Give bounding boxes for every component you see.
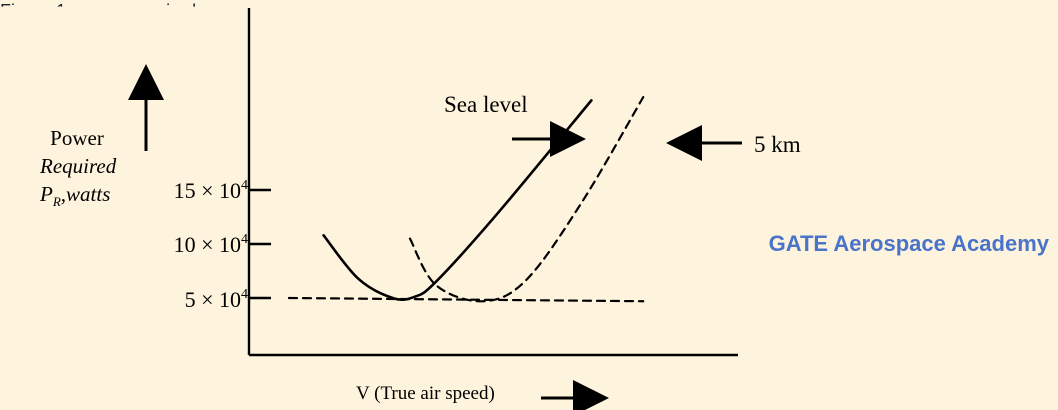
annotation-5km: 5 km (754, 132, 801, 157)
watermark-text: GATE Aerospace Academy (768, 231, 1049, 256)
x-axis-label: V (True air speed) (356, 383, 495, 404)
y-tick-label-100000: 10 × 104 (135, 232, 248, 258)
y-axis-label-unit: ,watts (60, 182, 111, 206)
annotation-sea-level: Sea level (444, 92, 528, 117)
series-reference-2-line (287, 296, 645, 303)
series-5-km-line (408, 96, 645, 303)
y-axis-label-subscript: R (52, 194, 61, 210)
y-tick-label-150000-base: 15 × 10 (173, 178, 241, 203)
y-axis-label-symbol: P (40, 182, 53, 206)
y-tick-label-50000: 5 × 104 (135, 287, 248, 313)
y-tick-label-50000-exp: 4 (241, 286, 248, 302)
y-tick-label-100000-exp: 4 (241, 231, 248, 247)
y-axis-label-line-2: Required (40, 154, 117, 178)
y-tick-label-150000: 15 × 104 (135, 178, 248, 204)
y-tick-label-150000-exp: 4 (241, 177, 248, 193)
y-axis-label-line-1: Power (50, 126, 104, 150)
y-tick-label-50000-base: 5 × 10 (184, 287, 241, 312)
figure-caption: Figure 1: power required curves (0, 1, 255, 21)
y-axis-label-line-3: PR,watts (40, 181, 114, 215)
series-sea-level-line (322, 99, 593, 302)
y-tick-label-100000-base: 10 × 10 (173, 232, 241, 257)
